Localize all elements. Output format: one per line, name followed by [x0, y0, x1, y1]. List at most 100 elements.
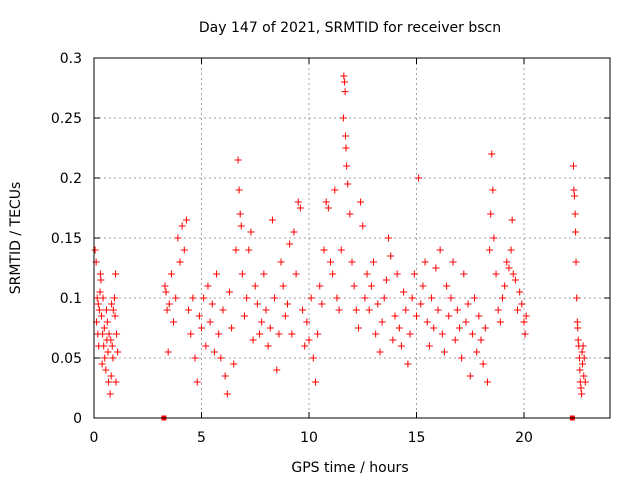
data-point [451, 336, 459, 344]
data-point [354, 324, 362, 332]
data-point [346, 210, 354, 218]
data-point [258, 318, 266, 326]
data-point [105, 330, 113, 338]
data-point [223, 390, 231, 398]
data-point [109, 306, 117, 314]
data-point [111, 312, 119, 320]
data-point [236, 210, 244, 218]
data-point [514, 306, 522, 314]
data-point [578, 390, 586, 398]
data-point [522, 312, 530, 320]
data-point [91, 246, 99, 254]
data-point [101, 354, 109, 362]
data-point [266, 324, 274, 332]
data-point [176, 258, 184, 266]
data-point [95, 342, 103, 350]
data-point [342, 144, 350, 152]
data-point [247, 228, 255, 236]
data-point [499, 294, 506, 302]
data-point [372, 330, 380, 338]
data-point [96, 270, 104, 278]
x-tick-label: 20 [515, 430, 533, 446]
y-axis-title: SRMTID / TECUs [8, 182, 24, 295]
data-point [487, 210, 495, 218]
data-point [395, 324, 403, 332]
data-point [219, 306, 227, 314]
data-point [391, 312, 399, 320]
data-point [275, 330, 283, 338]
data-point [113, 330, 121, 338]
data-point [191, 354, 199, 362]
data-point [380, 294, 388, 302]
data-point [243, 294, 251, 302]
data-point [213, 270, 221, 278]
data-point [106, 390, 114, 398]
data-point [342, 132, 350, 140]
data-point [382, 276, 390, 284]
data-point [359, 222, 367, 230]
data-point [187, 330, 195, 338]
data-point [367, 282, 375, 290]
data-point [494, 306, 502, 314]
data-point [580, 354, 588, 362]
data-point [573, 318, 581, 326]
x-tick-label: 5 [197, 430, 206, 446]
x-axis-title: GPS time / hours [291, 460, 408, 476]
data-point [232, 246, 240, 254]
data-point [413, 312, 420, 320]
data-point [170, 318, 178, 326]
data-point [518, 300, 526, 308]
data-point [385, 234, 393, 242]
x-tick-label: 0 [90, 430, 99, 446]
data-point [331, 186, 339, 194]
data-point [281, 312, 289, 320]
x-tick-label: 15 [408, 430, 426, 446]
data-point [189, 294, 197, 302]
y-tick-label: 0.05 [51, 351, 82, 367]
data-point [579, 342, 587, 350]
data-point [577, 384, 585, 392]
data-point [107, 336, 115, 344]
data-point [404, 360, 412, 368]
data-point [486, 246, 494, 254]
data-point [273, 366, 281, 374]
data-point [245, 246, 253, 254]
data-point [294, 198, 302, 206]
data-point [314, 330, 322, 338]
data-point [164, 348, 172, 356]
data-point [97, 276, 105, 284]
data-point [571, 192, 579, 200]
data-point [305, 336, 313, 344]
data-point [572, 228, 580, 236]
data-point [105, 378, 113, 386]
data-point [428, 294, 436, 302]
data-point [574, 336, 582, 344]
data-point [284, 300, 291, 308]
data-point [361, 294, 369, 302]
data-point [329, 270, 337, 278]
x-tick-label: 10 [300, 430, 318, 446]
data-point [464, 300, 472, 308]
data-point [483, 378, 491, 386]
data-point [228, 324, 236, 332]
data-point [516, 288, 524, 296]
grid-layer [94, 58, 610, 418]
y-tick-label: 0.15 [51, 231, 82, 247]
data-point [102, 306, 110, 314]
data-point [376, 348, 384, 356]
data-point [374, 300, 382, 308]
data-point [570, 186, 578, 194]
data-point [114, 348, 122, 356]
data-point [363, 270, 371, 278]
data-point [576, 366, 584, 374]
data-point [456, 324, 463, 332]
y-tick-label: 0.3 [60, 51, 82, 67]
y-tick-label: 0.1 [60, 291, 82, 307]
data-point [333, 294, 341, 302]
data-point [440, 348, 448, 356]
data-point [162, 288, 170, 296]
data-point [299, 306, 307, 314]
data-point [112, 270, 119, 278]
data-point [432, 264, 440, 272]
data-point [521, 330, 529, 338]
